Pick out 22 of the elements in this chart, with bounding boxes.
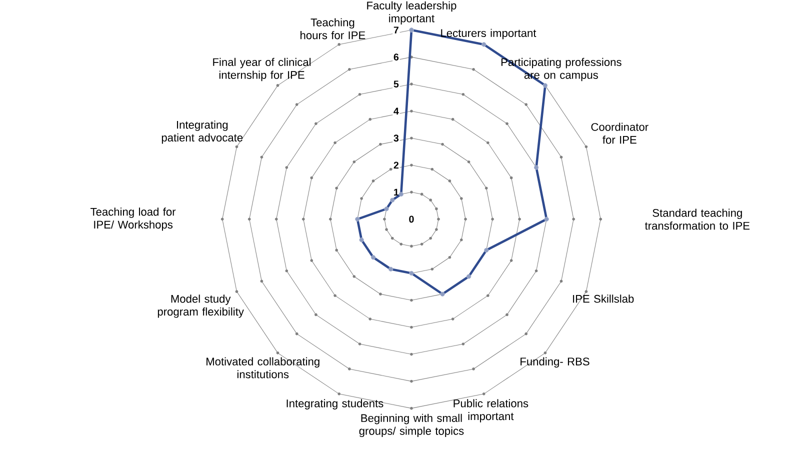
- spoke-label: Integrating patient advocate: [162, 120, 243, 144]
- y-tick-label: 7: [394, 26, 398, 34]
- spoke-label: Coordinator for IPE: [591, 122, 648, 144]
- y-tick-label: 3: [394, 134, 399, 142]
- spoke-label: Standard teaching transformation to IPE: [644, 208, 750, 230]
- y-tick-label: 4: [394, 108, 399, 114]
- y-tick-label: 0: [409, 216, 414, 223]
- spoke-label: Motivated collaborating institutions: [206, 357, 320, 378]
- spoke-label: Teaching load for IPE/ Workshops: [90, 208, 176, 231]
- spoke-label: Integrating students: [286, 399, 384, 410]
- spoke-label: Funding- RBS: [520, 357, 590, 368]
- spoke-label: Teaching hours for IPE: [300, 18, 366, 40]
- spoke-label: IPE Skillslab: [573, 294, 634, 303]
- y-tick-label: 1: [394, 188, 399, 196]
- spoke-label: Beginning with small groups/ simple topics: [359, 414, 464, 437]
- y-tick-label: 6: [394, 54, 399, 60]
- spoke-label: Model study program flexibility: [158, 294, 244, 318]
- spoke-label: Faculty leadership important: [367, 1, 456, 24]
- y-tick-label: 2: [394, 162, 399, 168]
- y-tick-label: 5: [394, 80, 399, 88]
- spoke-label: Lecturers important: [441, 28, 536, 40]
- spoke-label: Final year of clinical internship for IPE: [213, 58, 311, 81]
